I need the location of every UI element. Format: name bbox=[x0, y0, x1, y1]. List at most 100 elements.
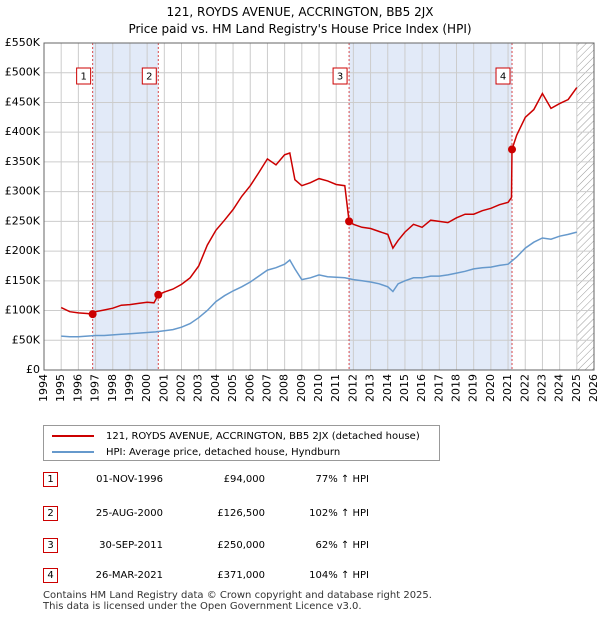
sale-marker-label: 3 bbox=[332, 67, 348, 85]
x-tick-label: 1997 bbox=[89, 374, 102, 402]
legend-item-hpi: HPI: Average price, detached house, Hynd… bbox=[52, 444, 340, 460]
transaction-price: £371,000 bbox=[217, 570, 265, 581]
transaction-price: £94,000 bbox=[223, 474, 265, 485]
x-tick-label: 2003 bbox=[192, 374, 205, 402]
x-tick-label: 2021 bbox=[501, 374, 514, 402]
chart-title-block: 121, ROYDS AVENUE, ACCRINGTON, BB5 2JX P… bbox=[0, 4, 600, 38]
transaction-price: £126,500 bbox=[217, 508, 265, 519]
y-tick-label: £550K bbox=[5, 36, 41, 49]
table-row: 1 01-NOV-1996 £94,000 77% ↑ HPI bbox=[43, 472, 443, 492]
x-tick-label: 2024 bbox=[553, 374, 566, 402]
y-tick-label: £500K bbox=[5, 66, 41, 79]
x-tick-label: 2012 bbox=[346, 374, 359, 402]
hpi-line bbox=[61, 231, 577, 338]
transaction-date: 01-NOV-1996 bbox=[96, 474, 163, 485]
sale-marker-label: 2 bbox=[141, 67, 157, 85]
x-tick-label: 2007 bbox=[260, 374, 273, 402]
chart-title: 121, ROYDS AVENUE, ACCRINGTON, BB5 2JX bbox=[166, 5, 434, 19]
transaction-price: £250,000 bbox=[217, 540, 265, 551]
sale-marker-number: 4 bbox=[500, 72, 506, 83]
legend-swatch-hpi bbox=[52, 451, 94, 453]
x-tick-label: 2026 bbox=[587, 374, 600, 402]
sale-point bbox=[508, 145, 517, 154]
x-tick-label: 2022 bbox=[518, 374, 531, 402]
legend-label-hpi: HPI: Average price, detached house, Hynd… bbox=[106, 446, 341, 458]
future-hatch-region bbox=[576, 43, 594, 370]
property-price-line bbox=[60, 87, 578, 315]
y-tick-label: £100K bbox=[5, 304, 41, 317]
x-tick-label: 2019 bbox=[467, 374, 480, 402]
x-tick-label: 2011 bbox=[329, 374, 342, 402]
sale-point bbox=[345, 217, 354, 226]
sale-marker-number: 3 bbox=[337, 72, 343, 83]
x-tick-label: 2008 bbox=[278, 374, 291, 402]
transaction-hpi-change: 104% ↑ HPI bbox=[309, 570, 369, 581]
transaction-date: 30-SEP-2011 bbox=[99, 540, 163, 551]
x-tick-label: 1998 bbox=[106, 374, 119, 402]
x-tick-label: 2006 bbox=[243, 374, 256, 402]
sale-marker-label: 4 bbox=[495, 67, 511, 85]
y-tick-label: £200K bbox=[5, 244, 41, 257]
x-tick-label: 2023 bbox=[535, 374, 548, 402]
x-tick-label: 2005 bbox=[226, 374, 239, 402]
sale-marker-box bbox=[76, 67, 92, 85]
sale-point bbox=[88, 310, 97, 319]
y-tick-label: £400K bbox=[5, 125, 41, 138]
x-tick-label: 2009 bbox=[295, 374, 308, 402]
x-tick-label: 2016 bbox=[415, 374, 428, 402]
sale-marker-number: 1 bbox=[80, 72, 86, 83]
transaction-hpi-change: 77% ↑ HPI bbox=[315, 474, 369, 485]
y-tick-label: £450K bbox=[5, 95, 41, 108]
transaction-number: 3 bbox=[43, 538, 58, 553]
chart-legend: 121, ROYDS AVENUE, ACCRINGTON, BB5 2JX (… bbox=[43, 425, 440, 461]
plot-frame bbox=[43, 42, 595, 371]
x-tick-label: 2020 bbox=[484, 374, 497, 402]
transaction-hpi-change: 62% ↑ HPI bbox=[315, 540, 369, 551]
table-row: 3 30-SEP-2011 £250,000 62% ↑ HPI bbox=[43, 538, 443, 558]
chart-subtitle: Price paid vs. HM Land Registry's House … bbox=[128, 22, 472, 36]
transaction-number: 4 bbox=[43, 568, 58, 583]
x-tick-label: 2002 bbox=[175, 374, 188, 402]
footer: Contains HM Land Registry data © Crown c… bbox=[43, 590, 432, 612]
footer-copyright: Contains HM Land Registry data © Crown c… bbox=[43, 590, 432, 601]
y-tick-label: £0 bbox=[26, 363, 40, 376]
legend-item-property: 121, ROYDS AVENUE, ACCRINGTON, BB5 2JX (… bbox=[52, 428, 420, 444]
x-tick-label: 2004 bbox=[209, 374, 222, 402]
x-tick-label: 1995 bbox=[54, 374, 67, 402]
y-tick-label: £250K bbox=[5, 214, 41, 227]
x-tick-label: 2025 bbox=[570, 374, 583, 402]
sale-marker-box bbox=[141, 67, 157, 85]
x-tick-label: 2013 bbox=[364, 374, 377, 402]
x-tick-label: 1999 bbox=[123, 374, 136, 402]
sale-marker-box bbox=[332, 67, 348, 85]
sale-point bbox=[154, 290, 163, 299]
transaction-date: 26-MAR-2021 bbox=[95, 570, 163, 581]
x-tick-label: 2017 bbox=[432, 374, 445, 402]
shaded-ownership-period bbox=[92, 43, 159, 370]
x-tick-label: 2001 bbox=[157, 374, 170, 402]
x-tick-label: 1996 bbox=[71, 374, 84, 402]
sale-marker-box bbox=[495, 67, 511, 85]
sale-marker-number: 2 bbox=[146, 72, 152, 83]
transaction-date: 25-AUG-2000 bbox=[95, 508, 163, 519]
table-row: 4 26-MAR-2021 £371,000 104% ↑ HPI bbox=[43, 568, 443, 588]
footer-licence: This data is licensed under the Open Gov… bbox=[43, 601, 362, 612]
transaction-hpi-change: 102% ↑ HPI bbox=[309, 508, 369, 519]
y-tick-label: £150K bbox=[5, 274, 41, 287]
legend-swatch-property bbox=[52, 435, 94, 437]
legend-label-property: 121, ROYDS AVENUE, ACCRINGTON, BB5 2JX (… bbox=[106, 430, 420, 442]
table-row: 2 25-AUG-2000 £126,500 102% ↑ HPI bbox=[43, 506, 443, 526]
x-tick-label: 2014 bbox=[381, 374, 394, 402]
price-chart: 1 2 3 4 £0 £50K £100K £150K £200K £250K £300K £350K… bbox=[5, 36, 600, 402]
x-tick-label: 2010 bbox=[312, 374, 325, 402]
shaded-ownership-period bbox=[349, 43, 513, 370]
transaction-number: 1 bbox=[43, 472, 58, 487]
y-tick-label: £350K bbox=[5, 155, 41, 168]
x-tick-label: 2018 bbox=[450, 374, 463, 402]
sale-marker-label: 1 bbox=[76, 67, 92, 85]
y-tick-label: £50K bbox=[12, 333, 41, 346]
x-tick-label: 2000 bbox=[140, 374, 153, 402]
y-tick-label: £300K bbox=[5, 185, 41, 198]
transaction-number: 2 bbox=[43, 506, 58, 521]
x-tick-label: 2015 bbox=[398, 374, 411, 402]
